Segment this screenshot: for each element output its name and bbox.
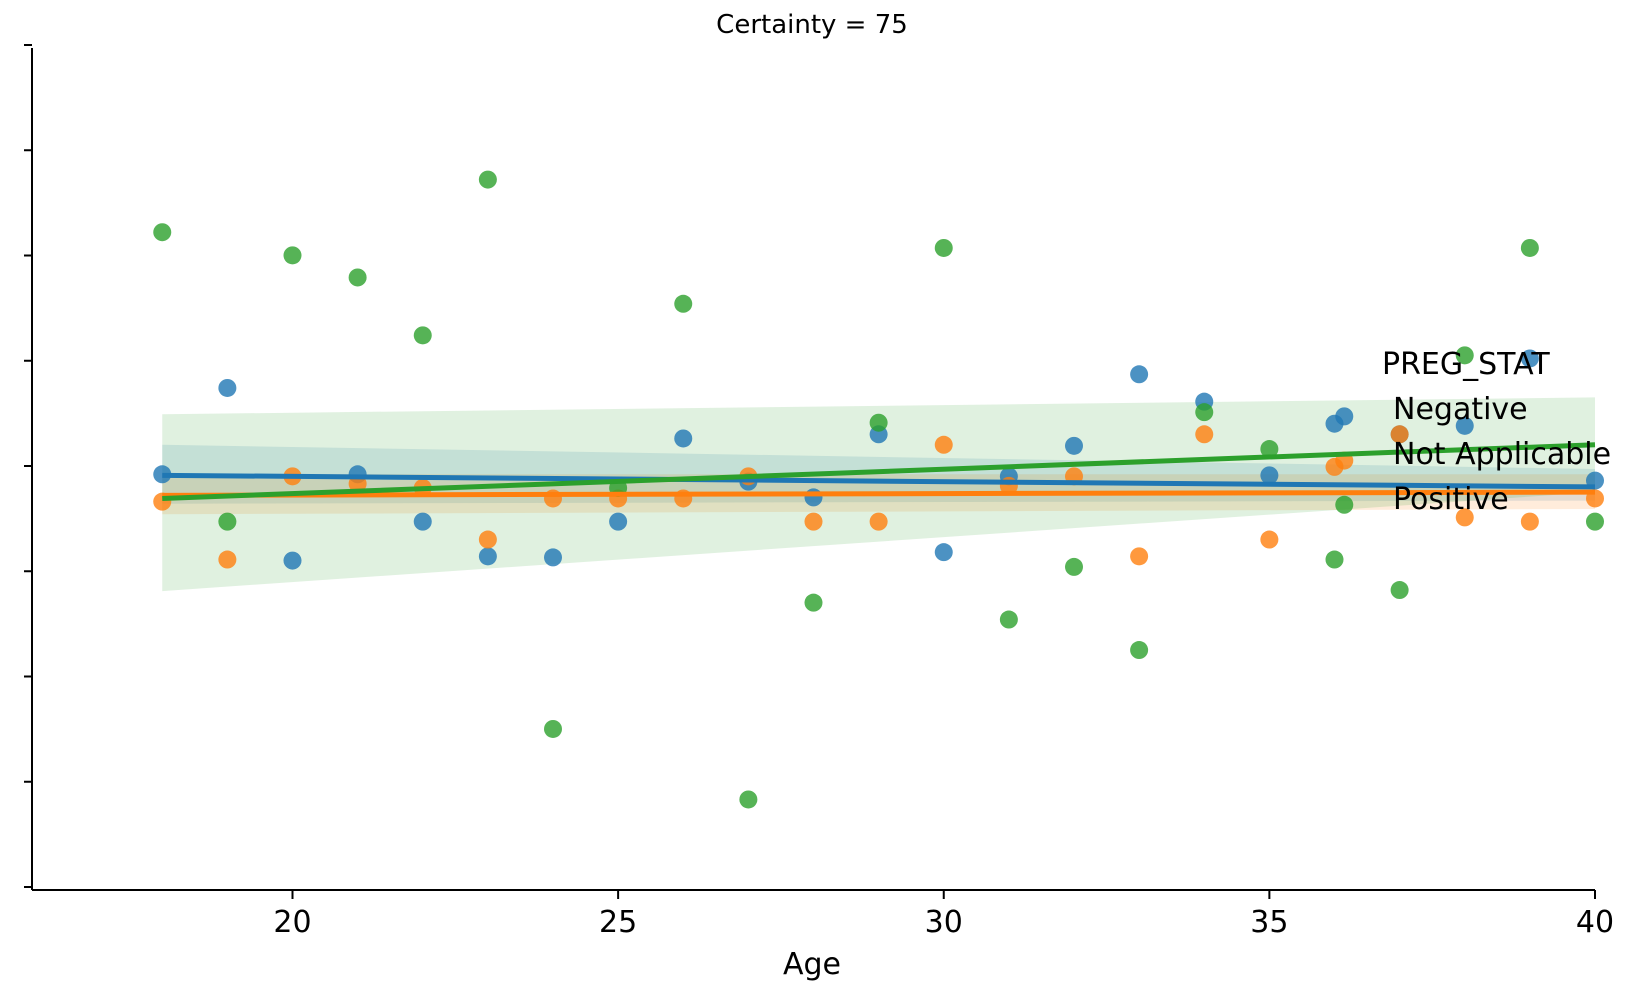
x-tick-label: 25 — [599, 905, 637, 940]
point-positive — [999, 610, 1018, 629]
point-positive — [739, 790, 758, 809]
x-tick-label: 30 — [925, 905, 963, 940]
point-not-applicable — [869, 512, 888, 531]
point-positive — [348, 268, 367, 287]
point-negative — [1335, 407, 1354, 426]
point-positive — [153, 223, 172, 242]
point-positive — [674, 294, 693, 313]
point-not-applicable — [218, 550, 237, 569]
x-tick-label: 35 — [1250, 905, 1288, 940]
point-negative — [283, 551, 302, 570]
point-positive — [869, 413, 888, 432]
point-negative — [1130, 365, 1149, 384]
point-positive — [1260, 440, 1279, 459]
point-positive — [1586, 512, 1604, 531]
point-positive — [1520, 238, 1539, 257]
x-tick-label: 20 — [273, 905, 311, 940]
point-negative — [609, 512, 628, 531]
point-positive — [1390, 581, 1409, 600]
legend-label-positive: Positive — [1393, 482, 1509, 517]
legend-label-not-applicable: Not Applicable — [1393, 437, 1611, 472]
point-negative — [934, 543, 953, 562]
point-not-applicable — [934, 435, 953, 454]
point-negative — [674, 429, 693, 448]
legend-label-negative: Negative — [1393, 392, 1528, 427]
point-positive — [1335, 495, 1354, 514]
legend-title: PREG_STAT — [1382, 347, 1550, 382]
point-positive — [413, 326, 432, 345]
point-not-applicable — [1260, 530, 1279, 549]
point-positive — [804, 593, 823, 612]
point-negative — [413, 512, 432, 531]
x-tick-label: 40 — [1576, 905, 1614, 940]
point-not-applicable — [804, 512, 823, 531]
fit-line-not-applicable — [162, 489, 1596, 498]
legend-items: Negative Not Applicable Positive — [1393, 392, 1611, 517]
point-positive — [934, 238, 953, 257]
chart-title: Certainty = 75 — [716, 10, 908, 40]
legend: PREG_STAT Negative Not Applicable Positive — [1382, 347, 1611, 517]
point-positive — [1325, 550, 1344, 569]
point-not-applicable — [478, 530, 497, 549]
point-positive — [1455, 346, 1474, 365]
fit-line-positive — [162, 442, 1596, 501]
x-axis-label: Age — [783, 947, 841, 982]
point-negative — [218, 378, 237, 397]
point-negative — [804, 488, 823, 507]
ci-band-negative — [162, 444, 1595, 504]
point-not-applicable — [1390, 425, 1409, 444]
point-negative — [1520, 349, 1539, 368]
point-negative — [1260, 466, 1279, 485]
point-positive — [1195, 403, 1214, 422]
axes: 20 25 30 35 40 — [24, 44, 1614, 940]
point-negative — [153, 465, 172, 484]
point-positive — [1065, 557, 1083, 576]
point-not-applicable — [1195, 425, 1214, 444]
point-not-applicable — [1455, 508, 1474, 527]
point-positive — [544, 719, 562, 738]
point-not-applicable — [1130, 547, 1149, 566]
point-positive — [283, 246, 302, 265]
point-negative — [1455, 416, 1474, 435]
regression-lines — [162, 442, 1596, 501]
scatter-points — [153, 170, 1604, 809]
point-negative — [544, 548, 562, 567]
point-positive — [218, 512, 237, 531]
point-positive — [478, 170, 497, 189]
point-positive — [1130, 641, 1149, 660]
point-negative — [1065, 436, 1083, 455]
point-not-applicable — [1520, 512, 1539, 531]
fit-line-negative — [162, 472, 1596, 490]
point-negative — [478, 547, 497, 566]
